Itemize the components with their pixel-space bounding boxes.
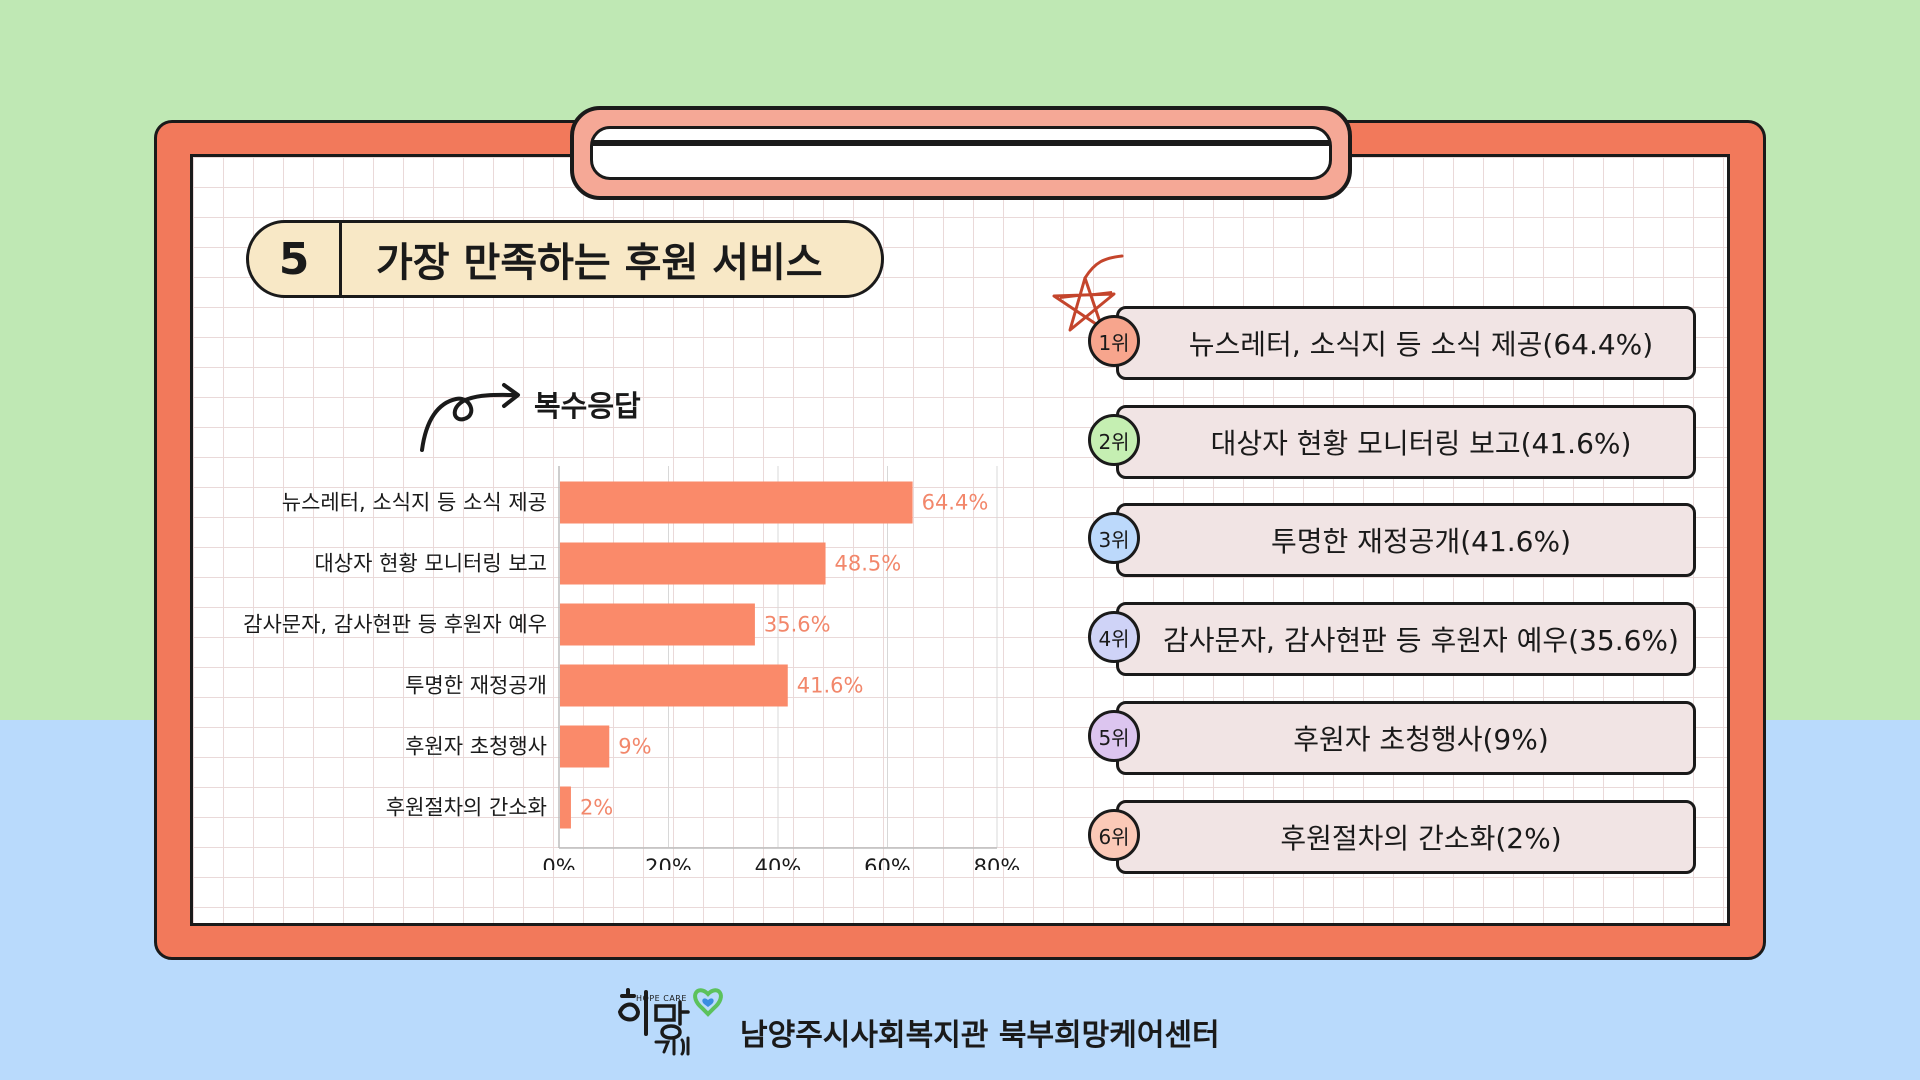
title-pill: 5 가장 만족하는 후원 서비스 [246,220,884,298]
x-tick-label: 60% [864,855,911,870]
category-label: 뉴스레터, 소식지 등 소식 제공 [282,491,547,515]
logo-tagline: HOPE CARE [636,994,687,1003]
category-label: 투명한 재정공개 [405,674,547,698]
title-number: 5 [278,233,310,285]
ranking-item: 대상자 현황 모니터링 보고(41.6%) 2위 [1088,405,1696,479]
ranking-text: 대상자 현황 모니터링 보고(41.6%) [1210,427,1632,460]
value-label: 35.6% [764,613,831,637]
ranking-box: 대상자 현황 모니터링 보고(41.6%) [1116,405,1696,479]
bar [560,481,913,524]
ranking-text: 투명한 재정공개(41.6%) [1270,525,1572,558]
x-tick-label: 0% [542,855,575,870]
bar [560,786,571,829]
value-label: 48.5% [835,552,902,576]
ranking-text: 뉴스레터, 소식지 등 소식 제공(64.4%) [1188,328,1654,361]
category-label: 대상자 현황 모니터링 보고 [314,552,547,576]
bar [560,542,826,585]
rank-badge: 4위 [1088,611,1140,663]
ranking-item: 뉴스레터, 소식지 등 소식 제공(64.4%) 1위 [1088,306,1696,380]
curly-arrow-icon [420,383,520,452]
ranking-box: 감사문자, 감사현판 등 후원자 예우(35.6%) [1116,602,1696,676]
clipboard-clip [570,106,1352,200]
ranking-item: 투명한 재정공개(41.6%) 3위 [1088,503,1696,577]
ranking-box: 뉴스레터, 소식지 등 소식 제공(64.4%) [1116,306,1696,380]
star-icon [1052,254,1124,332]
rank-badge: 6위 [1088,809,1140,861]
value-label: 2% [580,796,613,820]
category-label: 감사문자, 감사현판 등 후원자 예우 [243,613,547,637]
bar [560,664,788,707]
bar [560,725,610,768]
rank-badge: 5위 [1088,710,1140,762]
x-tick-label: 20% [645,855,692,870]
bar [560,603,755,646]
x-tick-label: 40% [755,855,802,870]
rank-badge: 2위 [1088,414,1140,466]
value-label: 41.6% [797,674,864,698]
category-label: 후원자 초청행사 [405,735,547,759]
hope-care-logo [617,988,723,1056]
ranking-text: 후원자 초청행사(9%) [1293,723,1549,756]
title-divider [339,221,342,297]
ranking-text: 감사문자, 감사현판 등 후원자 예우(35.6%) [1163,624,1679,657]
ranking-item: 후원절차의 간소화(2%) 6위 [1088,800,1696,874]
rank-badge: 3위 [1088,512,1140,564]
category-label: 후원절차의 간소화 [386,796,547,820]
ranking-box: 후원자 초청행사(9%) [1116,701,1696,775]
organization-name: 남양주시사회복지관 북부희망케어센터 [740,1018,1220,1053]
value-label: 64.4% [922,491,989,515]
ranking-item: 감사문자, 감사현판 등 후원자 예우(35.6%) 4위 [1088,602,1696,676]
x-tick-label: 80% [974,855,1021,870]
ranking-box: 후원절차의 간소화(2%) [1116,800,1696,874]
bar-chart: 0% 20% 40% 60% 80% 뉴스레터, 소식지 등 소식 제공 64.4% 대상자 … [243,466,1021,870]
value-label: 9% [618,735,651,759]
rank-badge: 1위 [1088,315,1140,367]
ranking-text: 후원절차의 간소화(2%) [1280,822,1562,855]
clip-inner [590,126,1332,180]
clip-slot [593,140,1329,146]
multiple-response-label: 복수응답 [534,389,641,423]
ranking-item: 후원자 초청행사(9%) 5위 [1088,701,1696,775]
ranking-box: 투명한 재정공개(41.6%) [1116,503,1696,577]
page-title: 가장 만족하는 후원 서비스 [376,240,823,286]
